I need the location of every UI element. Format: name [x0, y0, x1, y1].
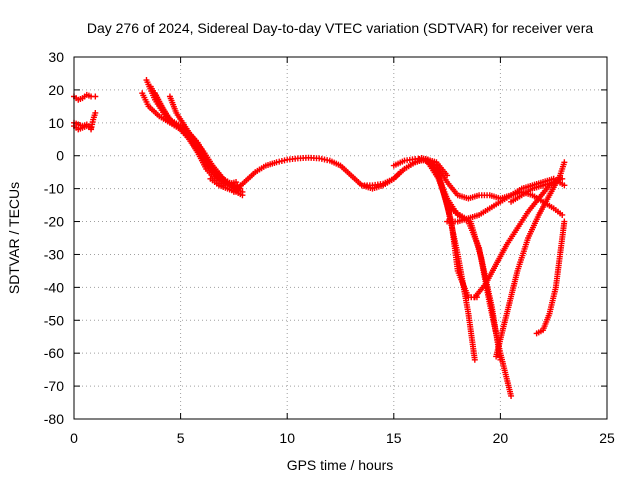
y-tick-label: -80 — [44, 411, 64, 427]
y-tick-label: -60 — [44, 345, 64, 361]
series-arc-20 — [493, 159, 568, 360]
series-arc-21 — [533, 218, 568, 337]
data-point — [471, 356, 478, 363]
series-arc-18 — [444, 175, 568, 225]
x-tick-label: 5 — [177, 430, 185, 446]
y-tick-label: 0 — [56, 148, 64, 164]
data-point — [239, 192, 246, 199]
axis-ticks: 0 5 10 15 20 25 30 20 10 0 -10 -20 -30 -40 -50 -60 -70 -8… — [44, 49, 615, 446]
data-point — [233, 179, 240, 186]
y-tick-label: 20 — [48, 82, 64, 98]
series-arc-11 — [230, 154, 404, 195]
data-point — [559, 175, 566, 182]
series-arc-04 — [88, 109, 99, 133]
y-tick-label: -30 — [44, 246, 64, 262]
y-tick-label: -50 — [44, 312, 64, 328]
y-tick-label: -40 — [44, 279, 64, 295]
y-tick-label: -20 — [44, 214, 64, 230]
chart-title: Day 276 of 2024, Sidereal Day-to-day VTE… — [87, 20, 593, 36]
data-markers — [71, 77, 568, 399]
x-tick-label: 10 — [279, 430, 295, 446]
series-arc-08 — [152, 90, 240, 189]
data-point — [561, 182, 568, 189]
data-point — [508, 392, 515, 399]
series-arc-09 — [166, 93, 244, 189]
series-arc-01 — [71, 91, 99, 103]
data-point — [92, 93, 99, 100]
series-arc-17 — [424, 159, 504, 363]
series-arc-22 — [508, 175, 566, 205]
data-point — [497, 356, 504, 363]
data-point — [561, 159, 568, 166]
x-tick-label: 0 — [70, 430, 78, 446]
x-axis-label: GPS time / hours — [287, 457, 394, 473]
x-tick-label: 25 — [599, 430, 615, 446]
data-point — [92, 109, 99, 116]
data-point — [559, 211, 566, 218]
y-axis-label: SDTVAR / TECUs — [6, 182, 22, 294]
y-tick-label: 10 — [48, 115, 64, 131]
grid-lines — [74, 57, 607, 419]
y-tick-label: -10 — [44, 181, 64, 197]
x-tick-label: 20 — [493, 430, 509, 446]
plot-frame — [73, 56, 608, 420]
data-point — [561, 218, 568, 225]
y-tick-label: -70 — [44, 378, 64, 394]
y-tick-label: 30 — [48, 49, 64, 65]
x-tick-label: 15 — [386, 430, 402, 446]
